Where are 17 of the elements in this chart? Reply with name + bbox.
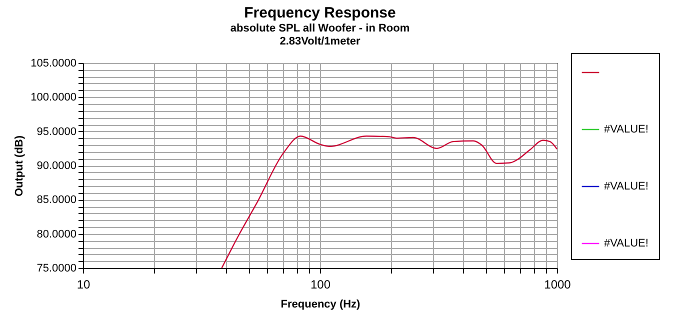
legend-label: #VALUE!: [604, 124, 648, 136]
x-tick-label: 10: [76, 278, 90, 292]
y-axis-title: Output (dB): [14, 135, 26, 197]
y-tick-label: 95.0000: [36, 126, 76, 138]
y-tick-label: 85.0000: [36, 194, 76, 206]
y-tick-label: 100.0000: [30, 92, 76, 104]
x-tick-label: 100: [310, 278, 331, 292]
legend-label: #VALUE!: [604, 238, 648, 250]
y-tick-label: 75.0000: [36, 262, 76, 274]
chart-title: Frequency Response: [244, 4, 396, 22]
x-axis-title: Frequency (Hz): [280, 298, 361, 310]
y-tick-label: 80.0000: [36, 228, 76, 240]
y-tick-label: 105.0000: [30, 58, 76, 70]
y-tick-label: 90.0000: [36, 160, 76, 172]
x-tick-label: 1000: [544, 278, 572, 292]
chart-subtitle: absolute SPL all Woofer - in Room 2.83Volt/1meter: [230, 22, 410, 48]
legend-label: #VALUE!: [604, 180, 648, 192]
